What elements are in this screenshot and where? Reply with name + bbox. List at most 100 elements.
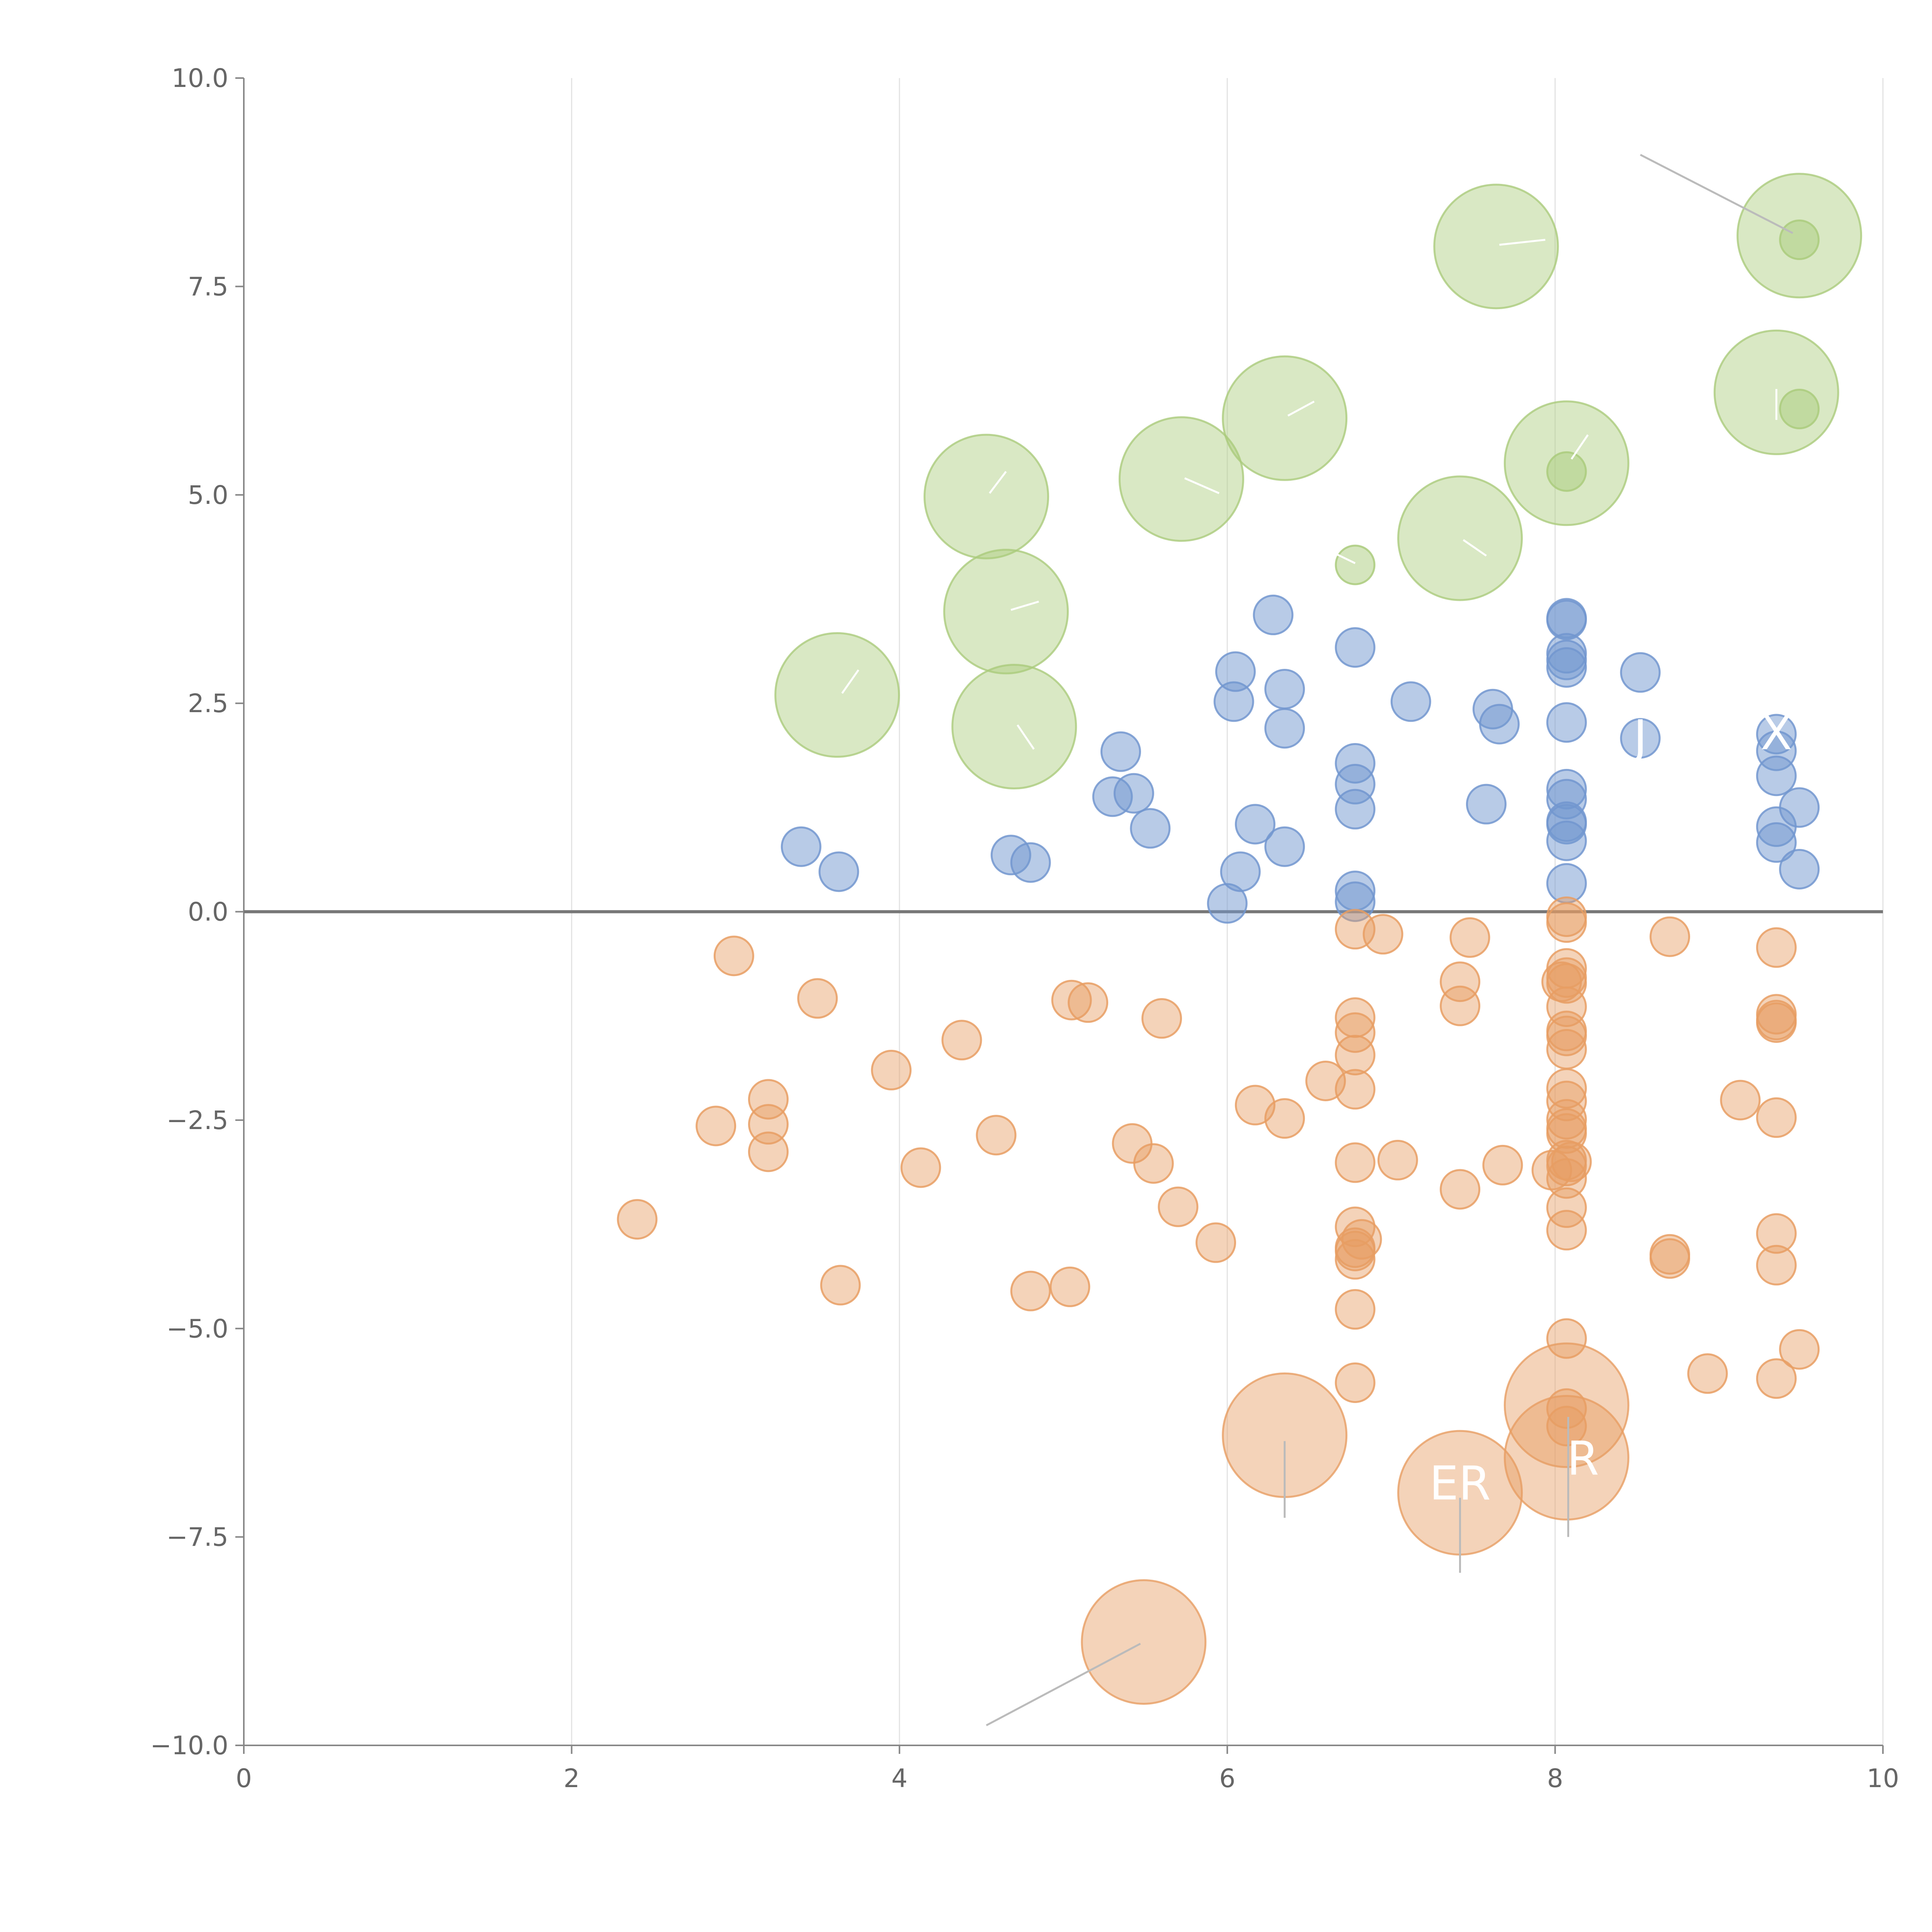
- point-s2-2: [1779, 389, 1820, 430]
- point-s0-39: [1620, 652, 1661, 693]
- point-s1-9: [900, 1147, 941, 1188]
- point-s1-22: [1264, 1098, 1305, 1139]
- large-bubble-7: [1433, 184, 1559, 310]
- point-s1-25: [1335, 997, 1376, 1038]
- point-s2-1: [1546, 451, 1587, 492]
- large-bubble-2: [943, 549, 1069, 675]
- point-s0-22: [1335, 881, 1376, 922]
- leader-line-12: [1499, 239, 1546, 246]
- point-s1-50: [1546, 963, 1587, 1004]
- leader-line-11: [1463, 539, 1487, 557]
- leader-line-5: [841, 669, 859, 694]
- point-s1-6: [797, 978, 838, 1019]
- point-s1-39: [1440, 961, 1481, 1002]
- point-label-3: J: [1631, 711, 1647, 765]
- leader-line-8: [1017, 724, 1035, 750]
- point-s0-7: [1130, 808, 1171, 849]
- point-s0-46: [1779, 787, 1820, 828]
- point-s0-11: [1220, 851, 1261, 892]
- leader-line-0: [1640, 154, 1793, 234]
- point-s1-67: [1546, 1406, 1587, 1447]
- leader-line-7: [1010, 600, 1039, 611]
- x-tick-label-0: 0: [236, 1764, 252, 1793]
- point-s1-78: [1756, 1097, 1797, 1138]
- large-bubble-11: [1081, 1579, 1207, 1705]
- leader-line-9: [1184, 477, 1219, 494]
- point-s1-71: [1650, 1238, 1690, 1279]
- point-s0-10: [1215, 651, 1256, 692]
- point-s1-62: [1546, 1158, 1587, 1199]
- point-s1-53: [1546, 1015, 1587, 1056]
- point-s1-2: [713, 935, 754, 976]
- point-labels: ER R X J: [1429, 707, 1792, 1511]
- y-tick-label-3: −2.5: [167, 1105, 228, 1135]
- point-s1-36: [1341, 1219, 1382, 1260]
- point-s0-13: [1253, 594, 1294, 635]
- leader-line-10: [1287, 400, 1315, 417]
- point-s1-35: [1335, 1362, 1376, 1403]
- point-s1-17: [1133, 1143, 1174, 1184]
- point-s1-74: [1756, 927, 1797, 968]
- data-points: [617, 173, 1862, 1705]
- point-s0-26: [1479, 704, 1520, 745]
- point-s1-30: [1335, 1206, 1376, 1247]
- x-tick-label-4: 8: [1547, 1764, 1563, 1793]
- point-s1-15: [1068, 982, 1109, 1023]
- y-tick-label-0: −10.0: [150, 1731, 228, 1760]
- y-tick-label-1: −7.5: [167, 1522, 228, 1552]
- point-label-0: ER: [1429, 1457, 1491, 1511]
- point-s1-55: [1546, 1068, 1587, 1109]
- y-tick-label-8: 10.0: [172, 63, 228, 93]
- point-s1-3: [748, 1079, 789, 1120]
- point-s1-54: [1546, 1029, 1587, 1070]
- large-bubble-1: [923, 434, 1049, 560]
- point-s1-72: [1687, 1353, 1728, 1394]
- point-s1-5: [748, 1131, 789, 1172]
- point-s2-0: [1335, 544, 1376, 585]
- point-s1-40: [1440, 985, 1481, 1026]
- point-s1-57: [1546, 1099, 1587, 1140]
- point-s2-3: [1779, 219, 1820, 260]
- point-s1-27: [1335, 1035, 1376, 1076]
- point-s0-12: [1235, 804, 1276, 845]
- point-s1-82: [1779, 1329, 1820, 1370]
- point-s0-20: [1335, 789, 1376, 830]
- point-s0-14: [1264, 668, 1305, 709]
- y-tick-label-7: 7.5: [188, 272, 228, 301]
- large-bubble-3: [951, 664, 1077, 790]
- point-s0-16: [1264, 826, 1305, 867]
- point-s0-24: [1466, 784, 1507, 825]
- point-s1-29: [1335, 1142, 1376, 1183]
- point-s1-10: [941, 1020, 982, 1061]
- point-s0-23: [1390, 681, 1431, 722]
- large-bubble-4: [1118, 416, 1244, 542]
- large-bubble-14: [1503, 1342, 1629, 1468]
- point-s0-37: [1546, 820, 1587, 861]
- large-bubble-15: [1503, 1395, 1629, 1521]
- y-tick-label-4: 0.0: [188, 897, 228, 927]
- y-tick-label-2: −5.0: [167, 1314, 228, 1344]
- point-s1-63: [1546, 1187, 1587, 1228]
- point-s0-1: [818, 851, 859, 892]
- point-s0-32: [1546, 702, 1587, 743]
- point-s1-26: [1335, 1012, 1376, 1053]
- point-s1-69: [1650, 916, 1690, 957]
- point-s1-34: [1335, 1289, 1376, 1330]
- point-s1-77: [1756, 1002, 1797, 1043]
- point-s1-80: [1756, 1245, 1797, 1286]
- x-tick-label-2: 4: [891, 1764, 908, 1793]
- leader-line-15: [1317, 544, 1356, 564]
- point-s1-56: [1546, 1080, 1587, 1121]
- point-s1-0: [617, 1199, 658, 1240]
- point-s1-43: [1482, 1145, 1523, 1185]
- point-s0-43: [1756, 755, 1797, 796]
- point-s1-68: [1551, 1141, 1592, 1182]
- point-s1-11: [976, 1115, 1017, 1156]
- point-s1-20: [1196, 1222, 1236, 1263]
- point-s1-18: [1141, 998, 1182, 1039]
- point-s1-8: [871, 1049, 912, 1090]
- point-s1-51: [1546, 986, 1587, 1027]
- point-s0-45: [1756, 822, 1797, 863]
- point-s1-32: [1335, 1231, 1376, 1272]
